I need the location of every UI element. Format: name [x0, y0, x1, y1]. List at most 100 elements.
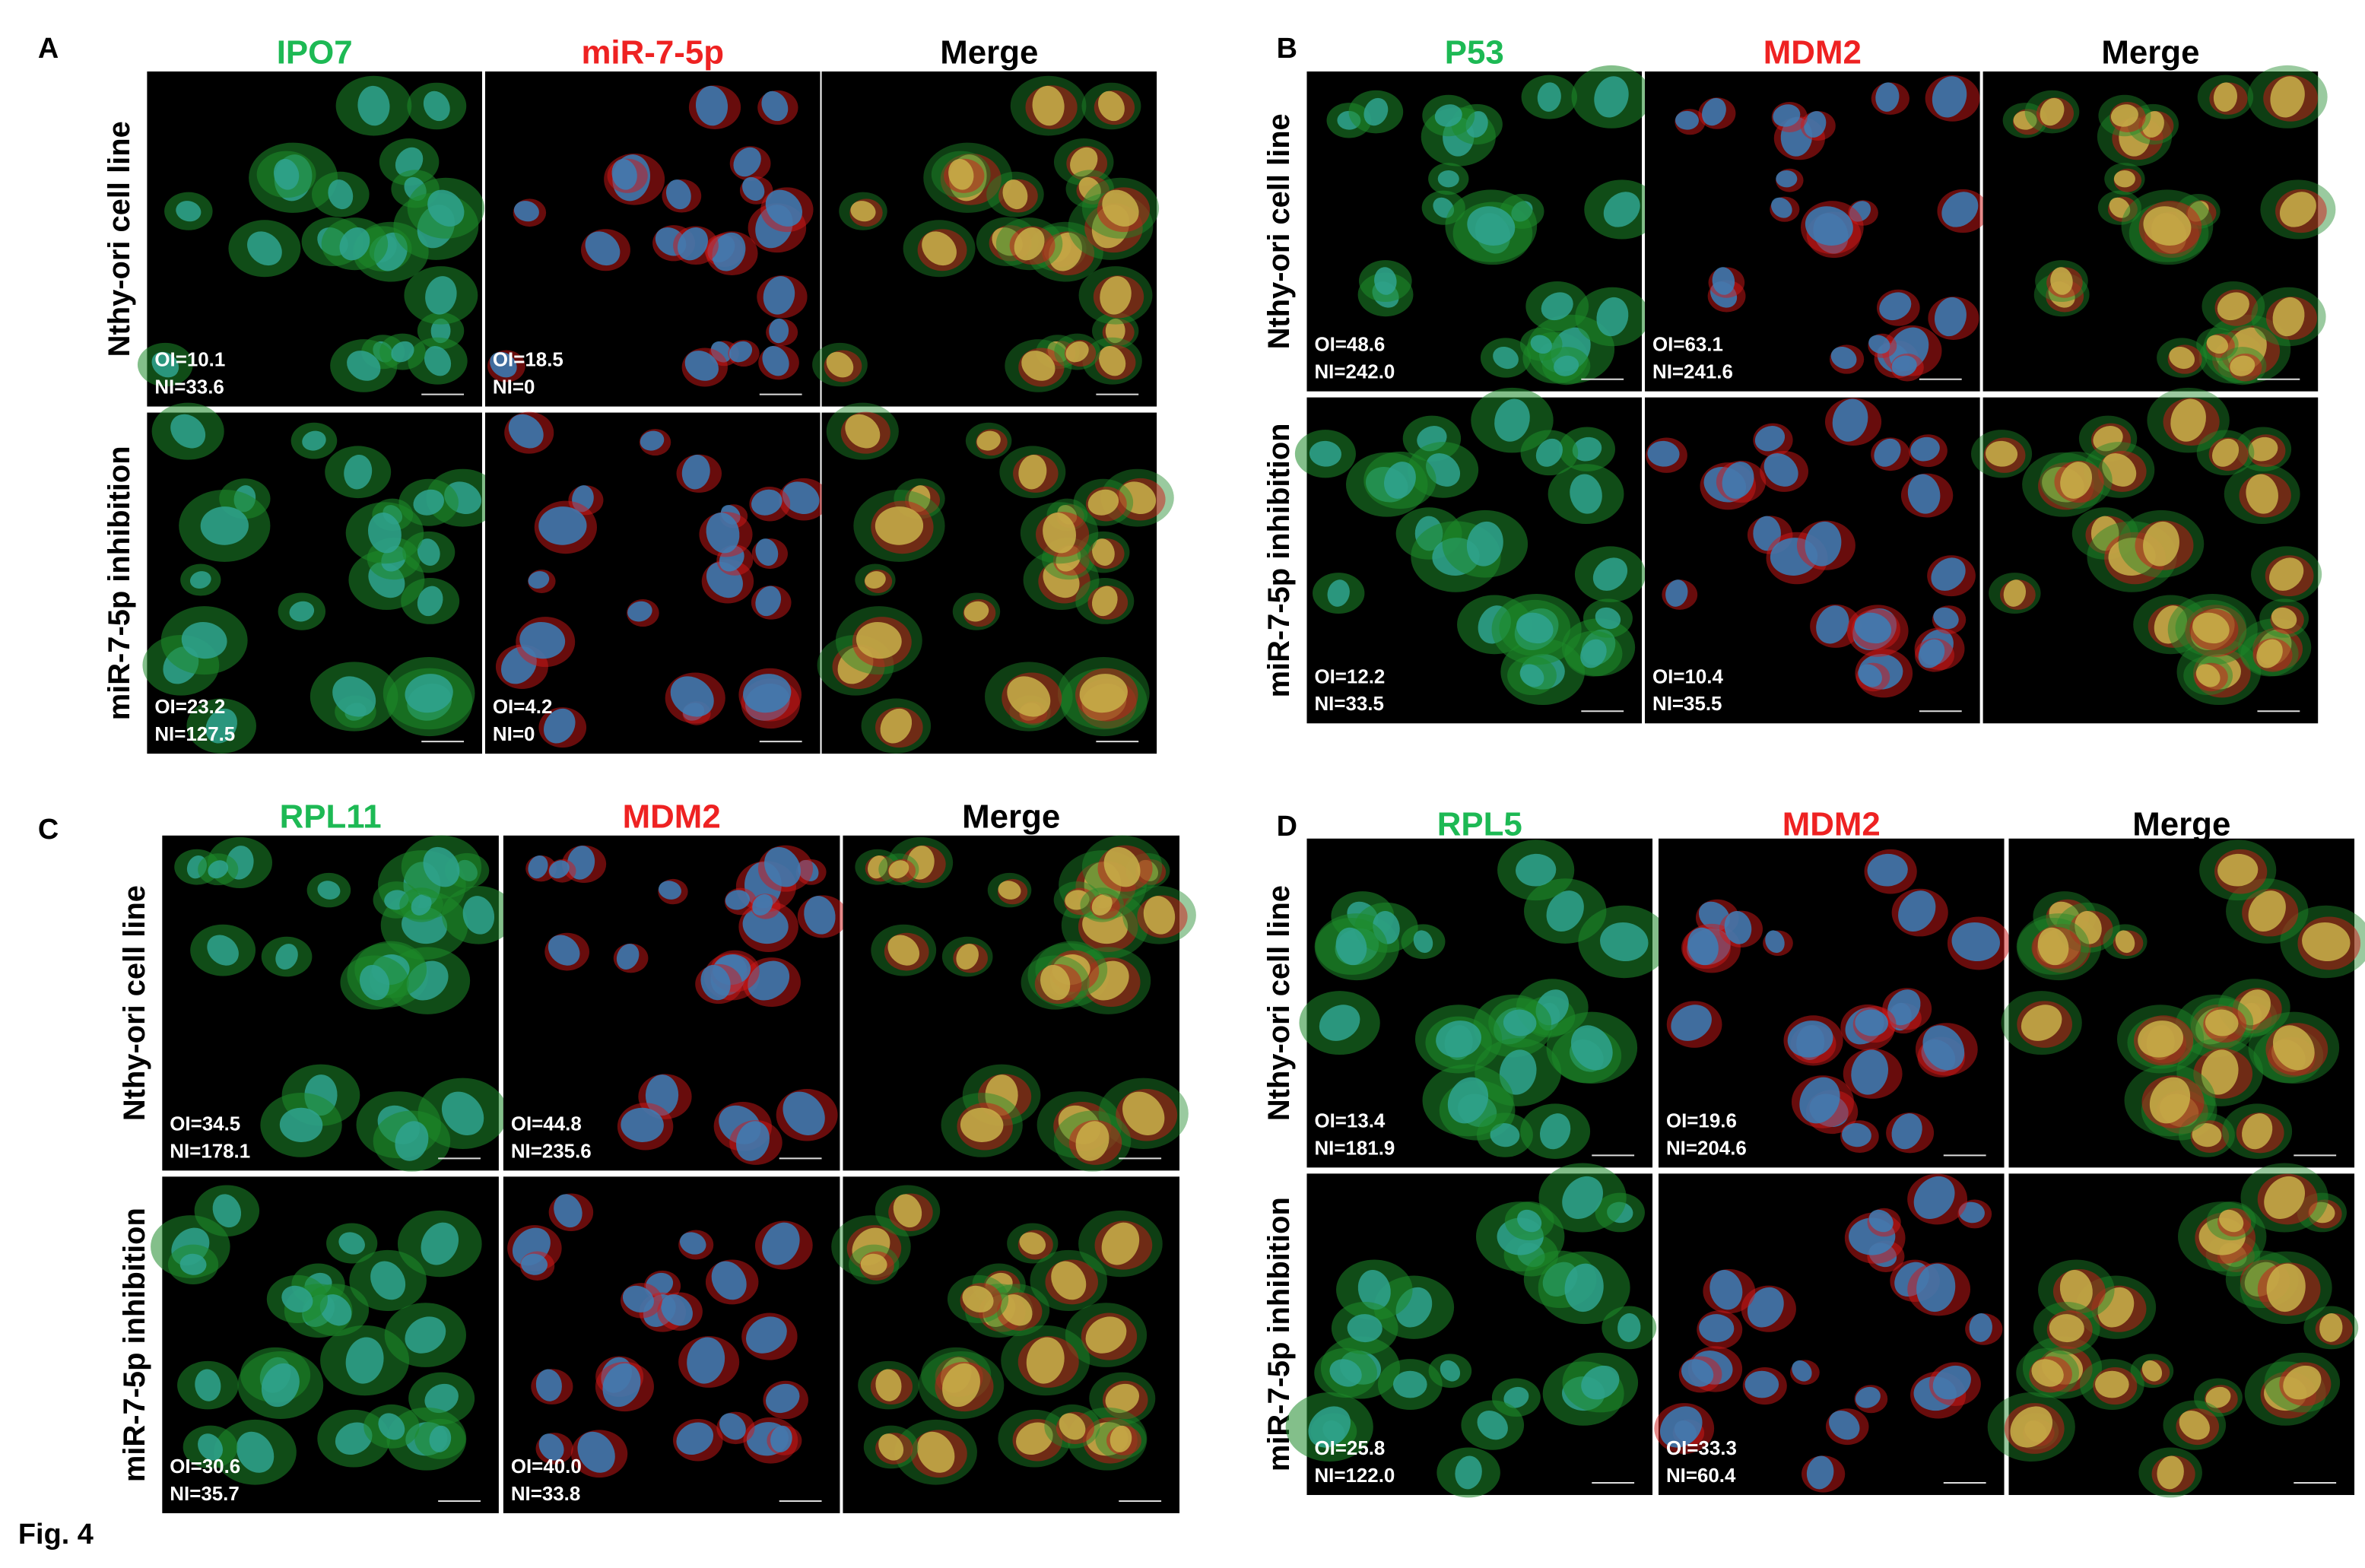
cell-nucleus: [1910, 436, 1940, 462]
stat-oi: OI=34.5: [170, 1113, 240, 1135]
cell-nucleus: [1000, 1294, 1033, 1326]
micrograph: [151, 1176, 499, 1513]
cell-nucleus: [2093, 426, 2123, 452]
cell-nucleus: [538, 1433, 564, 1461]
cell-nucleus: [1309, 440, 1341, 467]
cell-nucleus: [1447, 1077, 1489, 1124]
cell-nucleus: [2266, 1263, 2306, 1312]
cell-nucleus: [548, 935, 580, 966]
cell-nucleus: [1070, 147, 1098, 177]
cell-nucleus: [725, 890, 751, 910]
cell-nucleus: [1617, 1313, 1641, 1342]
micrograph: [1645, 71, 1989, 392]
cell-nucleus: [1969, 1313, 1992, 1342]
cell-nucleus: [1570, 474, 1602, 514]
cell-nucleus: [1143, 896, 1176, 935]
cell-nucleus: [766, 1383, 800, 1414]
column-header: Merge: [2101, 34, 2199, 71]
cell-nucleus: [1855, 1009, 1888, 1036]
cell-nucleus: [1918, 639, 1945, 668]
cell-nucleus: [783, 1091, 825, 1135]
cell-nucleus: [868, 855, 888, 879]
cell-nucleus: [1517, 1209, 1542, 1233]
cell-nucleus: [2211, 438, 2240, 467]
cell-nucleus: [1016, 1422, 1053, 1455]
cell-nucleus: [338, 1232, 365, 1255]
cell-nucleus: [195, 1369, 221, 1401]
cell-nucleus: [2143, 206, 2192, 246]
column-header: MDM2: [1763, 34, 1862, 71]
cell-nucleus: [1516, 853, 1557, 887]
cell-nucleus: [2217, 292, 2249, 321]
cell-nucleus: [417, 538, 440, 566]
cell-nucleus: [1436, 1020, 1481, 1058]
cell-nucleus: [875, 1369, 902, 1401]
cell-nucleus: [281, 1285, 313, 1312]
stat-oi: OI=25.8: [1314, 1438, 1385, 1459]
cell-nucleus: [1922, 1025, 1965, 1071]
cell-nucleus: [2246, 474, 2278, 514]
cell-nucleus: [658, 881, 681, 900]
cell-nucleus: [621, 1107, 664, 1142]
cell-nucleus: [236, 1431, 275, 1473]
cell-nucleus: [1535, 438, 1563, 467]
cell-nucleus: [273, 159, 300, 190]
cell-nucleus: [2115, 930, 2135, 954]
cell-nucleus: [181, 622, 227, 659]
cell-nucleus: [1102, 189, 1139, 227]
cell-nucleus: [719, 1413, 746, 1440]
cell-nucleus: [411, 894, 432, 916]
cell-nucleus: [2256, 639, 2283, 668]
cell-nucleus: [427, 189, 465, 227]
cell-nucleus: [1105, 1383, 1139, 1414]
cell-nucleus: [1941, 192, 1979, 227]
cell-nucleus: [2272, 1025, 2315, 1071]
cell-nucleus: [736, 1121, 770, 1161]
cell-nucleus: [2270, 76, 2305, 118]
cell-nucleus: [1799, 1077, 1840, 1124]
cell-nucleus: [1437, 170, 1459, 188]
cell-nucleus: [602, 1363, 641, 1408]
cell-nucleus: [275, 944, 298, 970]
cell-nucleus: [425, 276, 457, 315]
cell-nucleus: [417, 586, 443, 617]
cell-nucleus: [640, 430, 665, 451]
cell-nucleus: [1049, 232, 1082, 271]
cell-nucleus: [2003, 579, 2027, 607]
cell-nucleus: [170, 414, 206, 449]
cell-nucleus: [1594, 76, 1629, 118]
cell-nucleus: [2013, 110, 2037, 130]
column-header: miR-7-5p: [581, 34, 724, 71]
cell-nucleus: [622, 1285, 654, 1312]
cell-nucleus: [359, 964, 390, 1001]
cell-nucleus: [893, 1194, 922, 1228]
column-header: Merge: [962, 798, 1060, 835]
cell-nucleus: [335, 1422, 373, 1455]
cell-nucleus: [679, 1232, 706, 1255]
cell-nucleus: [317, 881, 341, 900]
stat-ni: NI=33.5: [1314, 694, 1383, 715]
cell-nucleus: [1933, 607, 1959, 630]
cell-nucleus: [1335, 927, 1367, 966]
cell-nucleus: [742, 176, 765, 202]
cell-nucleus: [1499, 1049, 1537, 1095]
cell-nucleus: [1562, 1176, 1603, 1219]
cell-nucleus: [2179, 1410, 2210, 1440]
cell-nucleus: [1103, 846, 1141, 887]
cell-nucleus: [585, 231, 621, 266]
cell-nucleus: [695, 85, 729, 126]
cell-nucleus: [1105, 318, 1125, 344]
cell-nucleus: [1026, 1337, 1065, 1384]
micrograph: [503, 1176, 840, 1513]
cell-nucleus: [1931, 557, 1966, 591]
cell-nucleus: [1832, 398, 1868, 442]
cell-nucleus: [1007, 676, 1051, 717]
row-label: Nthy-ori cell line: [1262, 113, 1296, 349]
stat-ni: NI=0: [493, 377, 535, 398]
cell-nucleus: [742, 906, 789, 944]
column-header: P53: [1445, 34, 1504, 71]
cell-nucleus: [421, 1222, 459, 1265]
panel-letter: B: [1277, 33, 1297, 65]
cell-nucleus: [1466, 521, 1503, 567]
cell-nucleus: [763, 276, 795, 315]
